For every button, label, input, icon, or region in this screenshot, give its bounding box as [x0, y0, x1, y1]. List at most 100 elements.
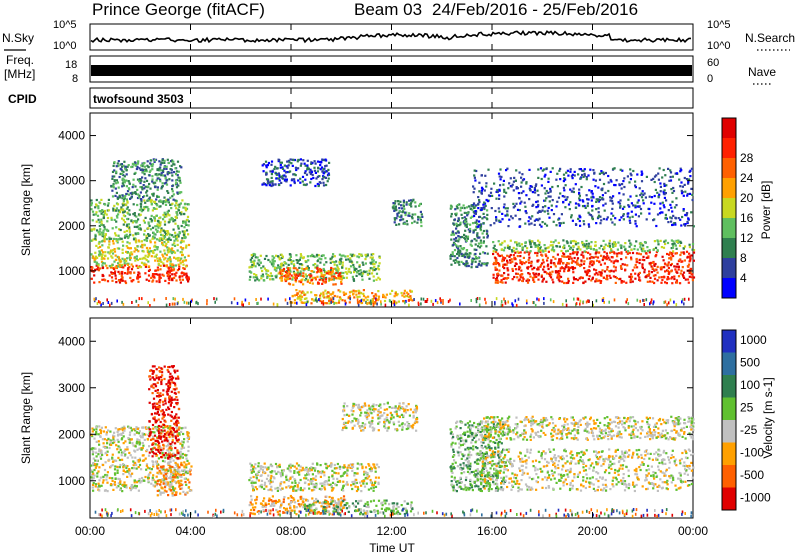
velocity-cell — [146, 448, 149, 452]
power-cell — [293, 299, 296, 302]
power-cell — [503, 195, 506, 198]
power-cell — [331, 300, 335, 304]
power-cell — [151, 226, 155, 229]
power-cell — [495, 268, 498, 271]
power-cell — [291, 278, 294, 281]
power-cell — [128, 228, 131, 231]
power-cell — [405, 299, 407, 303]
power-cell — [456, 204, 459, 207]
power-cell — [635, 194, 638, 197]
power-cell — [177, 256, 180, 260]
power-cell — [179, 241, 182, 244]
power-cell — [629, 168, 632, 171]
power-cell — [176, 160, 180, 163]
power-cell — [332, 283, 335, 286]
power-cell — [449, 298, 451, 302]
power-cell — [284, 171, 287, 174]
power-cell — [420, 224, 423, 228]
power-cell — [94, 251, 97, 254]
power-cell — [121, 194, 124, 197]
velocity-cell — [171, 431, 174, 434]
power-cell — [632, 169, 635, 173]
power-cell — [465, 252, 468, 255]
power-cell — [514, 214, 517, 217]
velocity-cell — [102, 479, 105, 482]
power-cell — [611, 200, 614, 203]
power-cell — [546, 265, 549, 268]
power-cell — [108, 243, 111, 246]
power-cell — [299, 177, 302, 180]
power-cell — [402, 205, 405, 208]
power-cell — [180, 272, 183, 275]
power-cell — [147, 254, 151, 257]
power-cell — [611, 250, 614, 253]
power-cell — [665, 199, 668, 202]
power-cell — [155, 280, 158, 283]
power-cell — [677, 268, 680, 271]
power-cell — [523, 251, 526, 254]
power-cell — [544, 253, 547, 256]
power-cell — [406, 223, 409, 226]
velocity-cell — [165, 445, 168, 448]
power-cell — [654, 246, 658, 249]
power-cell — [333, 261, 336, 264]
power-cell — [107, 246, 110, 249]
power-cell — [559, 178, 562, 181]
power-cell — [552, 300, 555, 304]
velocity-cell — [157, 457, 160, 460]
power-cell — [678, 258, 681, 262]
power-cell — [493, 261, 496, 264]
power-cell — [352, 279, 356, 282]
power-cell — [159, 276, 162, 279]
power-cell — [664, 242, 667, 246]
power-cell — [540, 264, 543, 267]
power-cell — [499, 184, 502, 187]
power-cell — [648, 207, 651, 211]
velocity-cell — [91, 427, 94, 430]
power-cell — [682, 194, 685, 197]
power-cell — [337, 301, 341, 304]
power-cell — [652, 261, 655, 264]
power-cell — [397, 200, 400, 203]
power-cell — [162, 244, 165, 247]
power-cell — [589, 247, 593, 250]
power-cell — [652, 177, 655, 180]
power-cell — [671, 276, 674, 279]
power-cell — [138, 208, 141, 211]
power-cell — [558, 272, 561, 275]
power-cell — [685, 178, 689, 181]
velocity-cell — [123, 481, 126, 484]
power-cell — [529, 275, 532, 278]
velocity-cell — [152, 461, 155, 464]
power-cell — [345, 267, 348, 270]
power-cell — [677, 240, 680, 244]
power-cell — [108, 264, 111, 268]
power-cell — [174, 215, 177, 218]
power-cell — [262, 265, 265, 268]
power-cell — [540, 274, 543, 277]
power-cell — [103, 236, 106, 239]
power-cell — [455, 222, 458, 225]
power-cell — [167, 191, 170, 194]
power-cell — [292, 270, 295, 273]
power-cell — [373, 297, 376, 300]
power-cell — [316, 260, 319, 263]
power-cell — [650, 201, 653, 204]
power-cell — [410, 205, 413, 208]
power-cell — [91, 219, 94, 222]
power-cell — [290, 274, 293, 277]
power-cell — [159, 199, 162, 202]
power-cell — [141, 169, 144, 172]
power-cell — [161, 182, 164, 185]
power-cell — [368, 269, 371, 272]
power-cell — [116, 216, 119, 219]
power-cell — [346, 255, 349, 258]
velocity-cell — [97, 453, 100, 456]
power-cell — [675, 252, 678, 255]
velocity-cell — [93, 447, 96, 450]
power-cell — [591, 192, 594, 195]
power-cell — [322, 274, 325, 277]
power-cell — [280, 265, 283, 268]
power-cell — [126, 257, 129, 260]
power-cell — [659, 182, 662, 185]
